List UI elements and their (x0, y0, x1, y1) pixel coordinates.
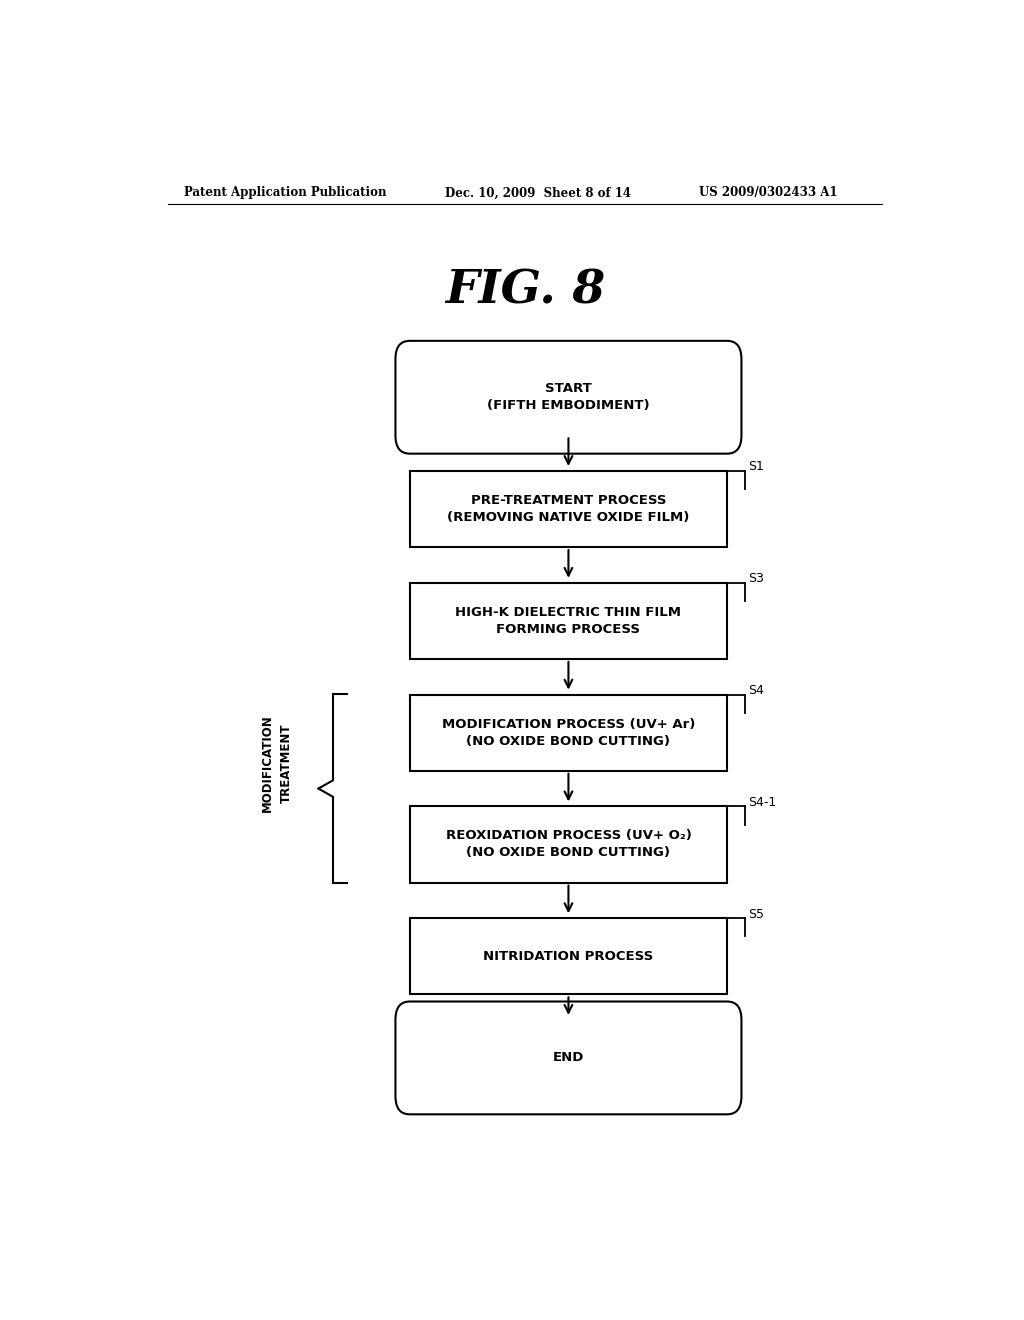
FancyBboxPatch shape (410, 919, 727, 994)
Text: TREATMENT: TREATMENT (281, 723, 293, 803)
Text: START
(FIFTH EMBODIMENT): START (FIFTH EMBODIMENT) (487, 383, 650, 412)
FancyBboxPatch shape (410, 807, 727, 883)
FancyBboxPatch shape (410, 694, 727, 771)
Text: MODIFICATION PROCESS (UV+ Ar)
(NO OXIDE BOND CUTTING): MODIFICATION PROCESS (UV+ Ar) (NO OXIDE … (441, 718, 695, 747)
Text: S4-1: S4-1 (749, 796, 777, 809)
Text: Patent Application Publication: Patent Application Publication (183, 186, 386, 199)
Text: FIG. 8: FIG. 8 (444, 268, 605, 314)
FancyBboxPatch shape (410, 471, 727, 548)
Text: US 2009/0302433 A1: US 2009/0302433 A1 (699, 186, 838, 199)
Text: MODIFICATION: MODIFICATION (260, 714, 273, 812)
FancyBboxPatch shape (410, 582, 727, 659)
Text: Dec. 10, 2009  Sheet 8 of 14: Dec. 10, 2009 Sheet 8 of 14 (445, 186, 632, 199)
Text: NITRIDATION PROCESS: NITRIDATION PROCESS (483, 950, 653, 962)
Text: HIGH-K DIELECTRIC THIN FILM
FORMING PROCESS: HIGH-K DIELECTRIC THIN FILM FORMING PROC… (456, 606, 681, 636)
FancyBboxPatch shape (395, 341, 741, 454)
Text: S3: S3 (749, 572, 765, 585)
Text: PRE-TREATMENT PROCESS
(REMOVING NATIVE OXIDE FILM): PRE-TREATMENT PROCESS (REMOVING NATIVE O… (447, 494, 689, 524)
Text: S1: S1 (749, 461, 765, 474)
Text: S5: S5 (749, 908, 765, 920)
Text: S4: S4 (749, 684, 765, 697)
Text: REOXIDATION PROCESS (UV+ O₂)
(NO OXIDE BOND CUTTING): REOXIDATION PROCESS (UV+ O₂) (NO OXIDE B… (445, 829, 691, 859)
Text: END: END (553, 1052, 584, 1064)
FancyBboxPatch shape (395, 1002, 741, 1114)
